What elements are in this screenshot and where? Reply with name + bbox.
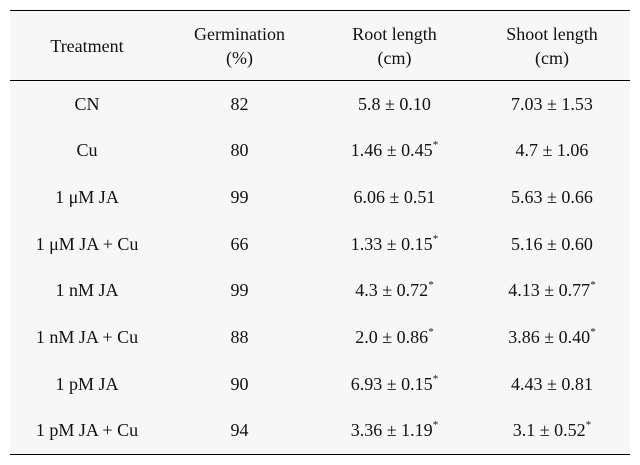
cell-germination: 82	[164, 81, 315, 128]
cell-germination-value: 99	[230, 280, 249, 301]
table-header: Treatment Germination (%) Root length (c…	[10, 10, 630, 81]
significance-marker: *	[432, 139, 439, 152]
cell-root-length-value: 4.3 ± 0.72	[355, 280, 429, 301]
results-table-container: Treatment Germination (%) Root length (c…	[10, 10, 630, 455]
cell-germination-value: 94	[230, 420, 249, 441]
cell-shoot-length-value: 3.1 ± 0.52	[512, 420, 586, 441]
cell-treatment-value: 1 nM JA + Cu	[35, 327, 139, 348]
cell-root-length-value: 2.0 ± 0.86	[355, 327, 429, 348]
cell-germination: 99	[164, 268, 315, 315]
table-row: 1 μM JA + Cu 66 1.33 ± 0.15* 5.16 ± 0.60	[10, 221, 630, 268]
cell-shoot-length: 7.03 ± 1.53	[474, 81, 630, 128]
cell-treatment: 1 nM JA	[10, 268, 164, 315]
table-row: 1 pM JA 90 6.93 ± 0.15* 4.43 ± 0.81	[10, 361, 630, 408]
table-row: 1 pM JA + Cu 94 3.36 ± 1.19* 3.1 ± 0.52*	[10, 407, 630, 455]
cell-root-length-value: 1.46 ± 0.45	[350, 140, 433, 161]
cell-shoot-length-value: 4.13 ± 0.77	[508, 280, 591, 301]
cell-treatment: 1 pM JA + Cu	[10, 407, 164, 455]
significance-marker: *	[590, 326, 596, 339]
header-germination-unit: (%)	[226, 47, 253, 68]
cell-shoot-length: 3.86 ± 0.40*	[474, 314, 630, 361]
cell-root-length: 2.0 ± 0.86*	[315, 314, 474, 361]
header-root-length: Root length (cm)	[315, 10, 474, 81]
table-row: 1 nM JA 99 4.3 ± 0.72* 4.13 ± 0.77*	[10, 268, 630, 315]
cell-germination-value: 99	[230, 186, 249, 207]
cell-root-length-value: 3.36 ± 1.19	[350, 420, 433, 441]
cell-germination: 88	[164, 314, 315, 361]
cell-treatment: 1 nM JA + Cu	[10, 314, 164, 361]
header-root-length-unit: (cm)	[377, 47, 412, 68]
cell-germination: 66	[164, 221, 315, 268]
header-shoot-length-label: Shoot length	[506, 23, 598, 44]
cell-treatment-value: 1 pM JA + Cu	[35, 420, 139, 441]
cell-treatment-value: Cu	[76, 140, 98, 161]
header-germination: Germination (%)	[164, 10, 315, 81]
cell-shoot-length: 5.63 ± 0.66	[474, 174, 630, 221]
cell-germination-value: 88	[230, 327, 249, 348]
significance-marker: *	[585, 419, 592, 432]
cell-shoot-length-value: 5.63 ± 0.66	[511, 186, 593, 207]
cell-treatment-value: 1 μM JA	[55, 186, 119, 207]
table-row: Cu 80 1.46 ± 0.45* 4.7 ± 1.06	[10, 127, 630, 174]
cell-shoot-length: 4.43 ± 0.81	[474, 361, 630, 408]
cell-treatment: 1 pM JA	[10, 361, 164, 408]
cell-root-length: 5.8 ± 0.10	[315, 81, 474, 128]
cell-treatment: CN	[10, 81, 164, 128]
cell-treatment-value: 1 nM JA	[55, 280, 119, 301]
cell-germination-value: 90	[230, 373, 249, 394]
header-treatment: Treatment	[10, 10, 164, 81]
results-table: Treatment Germination (%) Root length (c…	[10, 10, 630, 455]
cell-shoot-length: 3.1 ± 0.52*	[474, 407, 630, 455]
table-row: 1 nM JA + Cu 88 2.0 ± 0.86* 3.86 ± 0.40*	[10, 314, 630, 361]
cell-root-length: 1.33 ± 0.15*	[315, 221, 474, 268]
table-row: 1 μM JA 99 6.06 ± 0.51 5.63 ± 0.66	[10, 174, 630, 221]
significance-marker: *	[432, 419, 439, 432]
cell-germination-value: 82	[230, 93, 249, 114]
cell-treatment-value: CN	[74, 93, 100, 114]
header-shoot-length-unit: (cm)	[535, 47, 569, 68]
significance-marker: *	[428, 326, 434, 339]
significance-marker: *	[590, 279, 596, 292]
table-body: CN 82 5.8 ± 0.10 7.03 ± 1.53 Cu 80 1.46 ± 0.45…	[10, 81, 630, 455]
cell-root-length: 4.3 ± 0.72*	[315, 268, 474, 315]
cell-root-length-value: 1.33 ± 0.15	[350, 233, 433, 254]
cell-treatment: Cu	[10, 127, 164, 174]
cell-treatment: 1 μM JA + Cu	[10, 221, 164, 268]
cell-shoot-length-value: 5.16 ± 0.60	[511, 233, 593, 254]
cell-germination: 94	[164, 407, 315, 455]
cell-treatment: 1 μM JA	[10, 174, 164, 221]
table-row: CN 82 5.8 ± 0.10 7.03 ± 1.53	[10, 81, 630, 128]
cell-root-length-value: 5.8 ± 0.10	[358, 93, 431, 114]
significance-marker: *	[432, 372, 439, 385]
cell-shoot-length: 5.16 ± 0.60	[474, 221, 630, 268]
cell-germination: 99	[164, 174, 315, 221]
cell-treatment-value: 1 pM JA	[55, 373, 119, 394]
cell-shoot-length-value: 4.7 ± 1.06	[515, 140, 589, 161]
cell-root-length-value: 6.06 ± 0.51	[353, 186, 436, 207]
cell-shoot-length-value: 3.86 ± 0.40	[508, 327, 591, 348]
cell-shoot-length: 4.13 ± 0.77*	[474, 268, 630, 315]
header-root-length-label: Root length	[352, 23, 437, 44]
cell-root-length: 1.46 ± 0.45*	[315, 127, 474, 174]
cell-germination: 80	[164, 127, 315, 174]
header-row: Treatment Germination (%) Root length (c…	[10, 10, 630, 81]
cell-shoot-length-value: 4.43 ± 0.81	[511, 373, 593, 394]
cell-germination: 90	[164, 361, 315, 408]
header-treatment-label: Treatment	[50, 35, 124, 56]
cell-shoot-length: 4.7 ± 1.06	[474, 127, 630, 174]
cell-root-length: 3.36 ± 1.19*	[315, 407, 474, 455]
cell-germination-value: 80	[230, 140, 249, 161]
cell-root-length: 6.06 ± 0.51	[315, 174, 474, 221]
cell-shoot-length-value: 7.03 ± 1.53	[511, 93, 593, 114]
header-shoot-length: Shoot length (cm)	[474, 10, 630, 81]
significance-marker: *	[432, 232, 439, 245]
cell-root-length-value: 6.93 ± 0.15	[350, 373, 433, 394]
cell-root-length: 6.93 ± 0.15*	[315, 361, 474, 408]
significance-marker: *	[428, 279, 434, 292]
cell-treatment-value: 1 μM JA + Cu	[35, 233, 139, 254]
cell-germination-value: 66	[230, 233, 249, 254]
header-germination-label: Germination	[194, 23, 285, 44]
